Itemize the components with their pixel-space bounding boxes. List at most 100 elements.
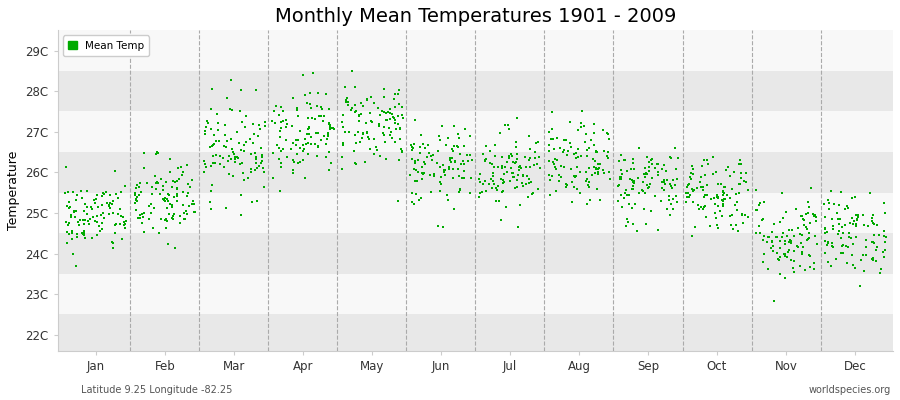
Point [112, 211, 126, 217]
Point [445, 146, 459, 152]
Point [321, 129, 336, 136]
Point [154, 176, 168, 182]
Point [435, 123, 449, 129]
Point [547, 146, 562, 152]
Point [642, 164, 656, 170]
Point [103, 192, 117, 198]
Point [680, 194, 694, 200]
Point [777, 251, 791, 257]
Point [756, 259, 770, 265]
Point [820, 228, 834, 235]
Point [544, 126, 559, 132]
Point [781, 227, 796, 233]
Point [723, 195, 737, 201]
Point [848, 265, 862, 272]
Point [80, 188, 94, 194]
Point [446, 148, 461, 154]
Point [234, 87, 248, 93]
Point [356, 131, 370, 138]
Point [850, 214, 865, 220]
Point [370, 147, 384, 153]
Point [68, 214, 83, 220]
Point [383, 132, 398, 138]
Point [778, 238, 793, 244]
Point [387, 115, 401, 122]
Point [723, 212, 737, 219]
Point [842, 220, 857, 226]
Point [165, 202, 179, 209]
Point [319, 91, 333, 97]
Point [266, 108, 281, 114]
Bar [58, 152, 893, 193]
Point [203, 162, 218, 169]
Point [352, 118, 366, 124]
Point [286, 157, 301, 164]
Point [755, 215, 770, 222]
Point [145, 184, 159, 190]
Point [84, 204, 98, 210]
Point [338, 84, 353, 91]
Point [638, 171, 652, 177]
Point [376, 108, 391, 115]
Point [68, 208, 82, 214]
Point [403, 142, 418, 148]
Title: Monthly Mean Temperatures 1901 - 2009: Monthly Mean Temperatures 1901 - 2009 [274, 7, 676, 26]
Point [738, 212, 752, 218]
Point [246, 140, 260, 146]
Point [834, 250, 849, 256]
Point [552, 178, 566, 184]
Point [507, 174, 521, 180]
Point [765, 239, 779, 245]
Point [486, 164, 500, 170]
Point [751, 207, 765, 214]
Point [138, 229, 152, 236]
Point [167, 245, 182, 252]
Point [391, 91, 405, 97]
Point [797, 222, 812, 228]
Point [392, 136, 407, 143]
Point [405, 156, 419, 162]
Point [446, 123, 461, 129]
Point [96, 190, 111, 196]
Point [700, 182, 715, 188]
Point [162, 210, 176, 217]
Point [486, 172, 500, 179]
Point [90, 212, 104, 219]
Point [583, 197, 598, 203]
Point [662, 193, 677, 199]
Point [212, 161, 227, 167]
Point [542, 142, 556, 148]
Point [291, 137, 305, 143]
Point [118, 183, 132, 189]
Point [286, 156, 301, 163]
Point [202, 144, 217, 150]
Point [794, 212, 808, 219]
Point [137, 209, 151, 216]
Point [69, 230, 84, 237]
Point [180, 211, 194, 217]
Point [865, 239, 879, 245]
Point [827, 201, 842, 208]
Point [105, 240, 120, 246]
Point [516, 173, 530, 179]
Point [571, 146, 585, 152]
Point [533, 165, 547, 171]
Point [373, 112, 387, 118]
Point [706, 154, 720, 160]
Point [386, 96, 400, 103]
Point [756, 237, 770, 243]
Point [794, 240, 808, 247]
Point [210, 111, 224, 117]
Point [485, 161, 500, 168]
Point [147, 205, 161, 211]
Point [339, 97, 354, 104]
Point [735, 212, 750, 218]
Point [841, 244, 855, 250]
Point [255, 154, 269, 161]
Point [809, 218, 824, 224]
Point [95, 210, 110, 216]
Point [865, 215, 879, 221]
Point [461, 158, 475, 164]
Point [615, 204, 629, 210]
Point [301, 140, 315, 147]
